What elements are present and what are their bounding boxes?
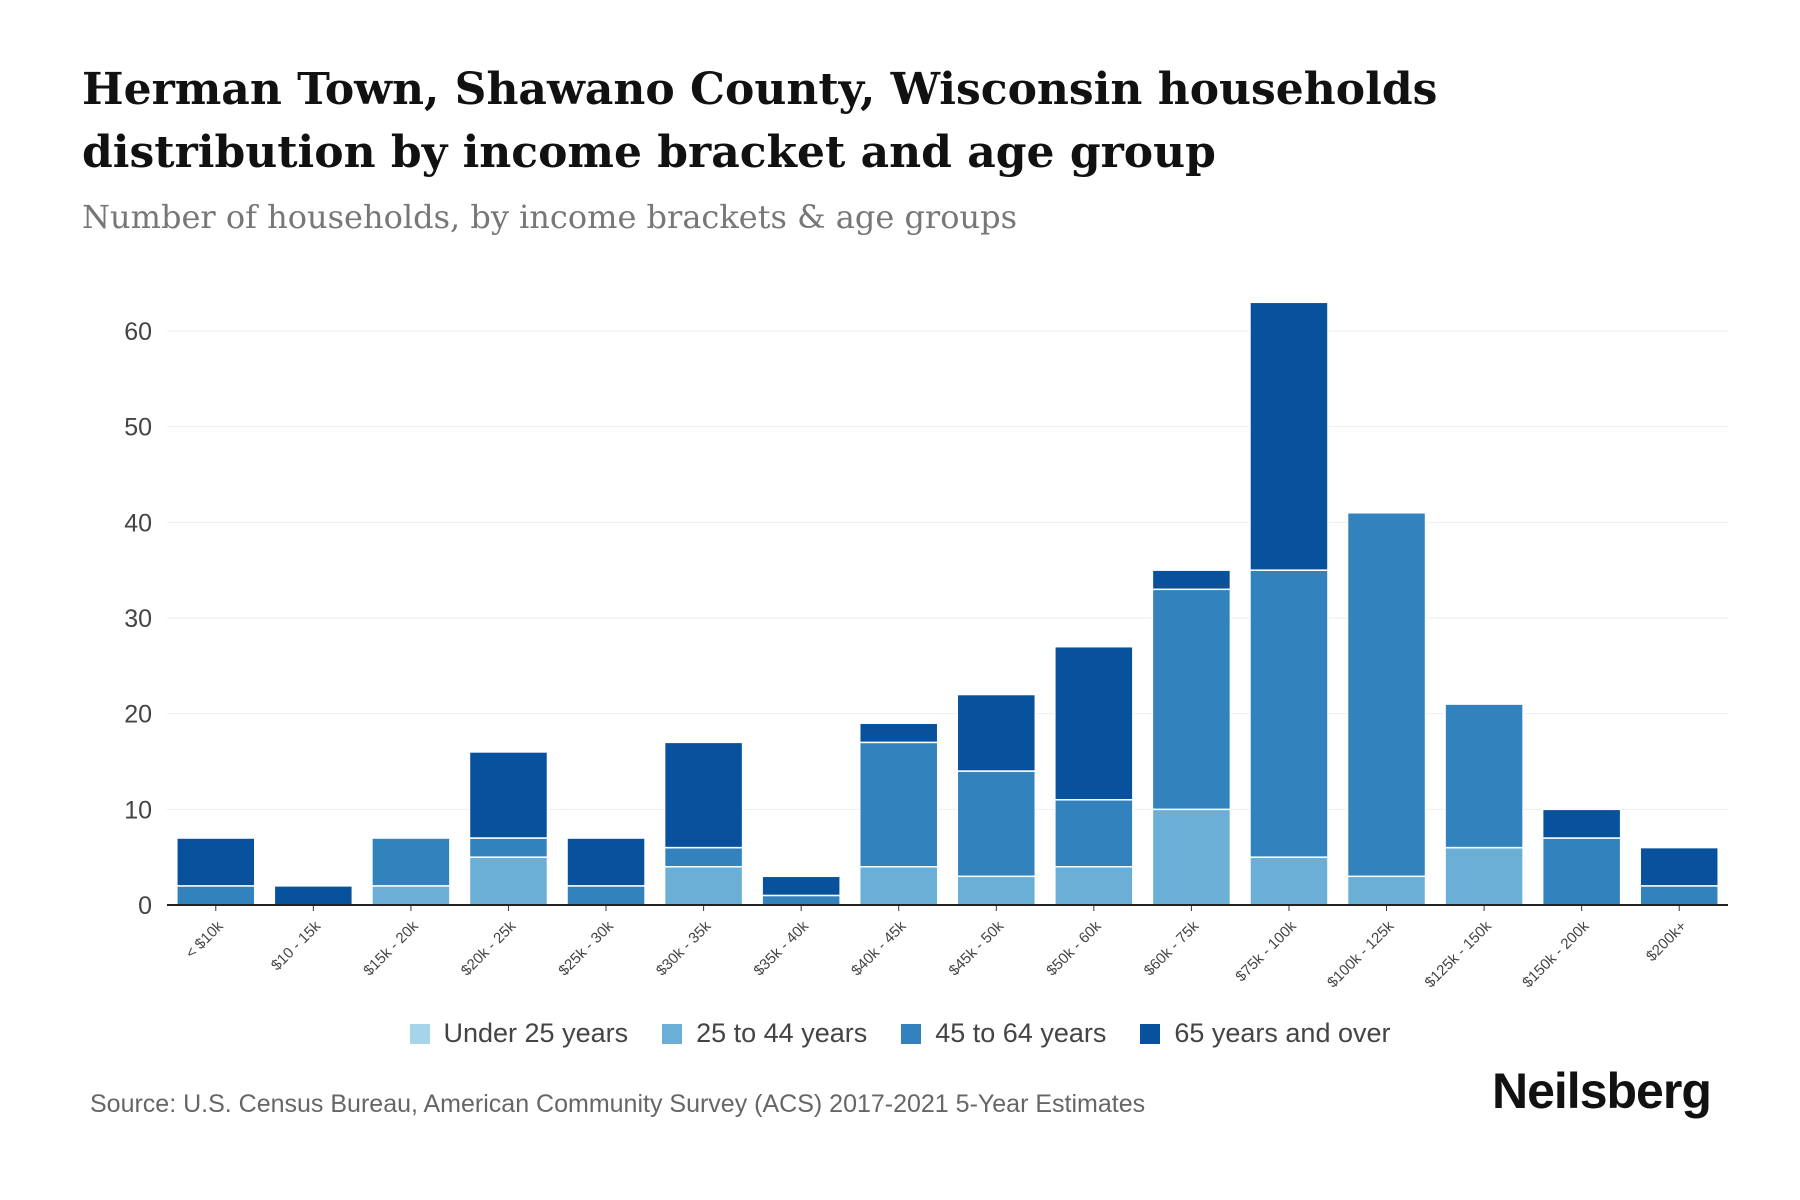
legend-label: 45 to 64 years <box>935 1018 1107 1048</box>
bar-segment <box>1346 512 1427 878</box>
x-tick-label: $20k - 25k <box>458 917 520 979</box>
legend-label: 65 years and over <box>1174 1018 1391 1048</box>
x-tick-label: $125k - 150k <box>1422 917 1496 991</box>
bar-segment <box>566 837 646 887</box>
legend-item: 25 to 44 years <box>662 1018 867 1049</box>
legend-label: Under 25 years <box>443 1018 629 1048</box>
legend-item: 45 to 64 years <box>901 1018 1106 1049</box>
legend-item: 65 years and over <box>1140 1018 1391 1049</box>
bar-segment <box>468 856 549 906</box>
x-tick-label: $100k - 125k <box>1324 917 1398 991</box>
legend-swatch <box>901 1023 922 1044</box>
x-tick-label: $45k - 50k <box>946 917 1008 979</box>
bar-segment <box>858 865 939 906</box>
bar-segment <box>858 741 939 868</box>
y-tick-label: 30 <box>124 605 152 633</box>
stacked-bar-chart: 0 10 20 30 40 50 60 < $10k $10 - 15k $15k - 20k $2… <box>124 301 1728 991</box>
legend-swatch <box>1140 1023 1161 1044</box>
x-tick-label: < $10k <box>182 917 227 962</box>
bar-segment <box>371 885 451 906</box>
bar-segment <box>1249 856 1329 906</box>
bar-segment <box>663 846 744 868</box>
bar-segment <box>1151 588 1232 811</box>
bar-segment <box>761 875 841 897</box>
bar-segment <box>1346 875 1427 906</box>
legend: Under 25 years 25 to 44 years 45 to 64 yea… <box>0 1018 1800 1049</box>
bar-segment <box>858 722 939 744</box>
y-tick-label: 10 <box>124 796 152 824</box>
bar-segment <box>663 865 744 906</box>
bar-segment <box>176 837 256 887</box>
bar-segment <box>1249 301 1329 571</box>
bar-segment <box>956 770 1037 878</box>
x-tick-label: $40k - 45k <box>848 917 910 979</box>
x-tick-label: $75k - 100k <box>1232 917 1300 985</box>
bar-segment <box>663 741 744 849</box>
bar-segment <box>1054 865 1134 906</box>
legend-label: 25 to 44 years <box>696 1018 868 1048</box>
legend-item: Under 25 years <box>409 1018 629 1049</box>
y-tick-label: 50 <box>124 414 152 442</box>
bar-segment <box>1639 885 1719 906</box>
bar-segment <box>956 693 1037 772</box>
y-tick-label: 40 <box>124 509 152 537</box>
chart-subtitle: Number of households, by income brackets… <box>82 198 1017 236</box>
bar-segment <box>1054 799 1134 868</box>
x-tick-label: $60k - 75k <box>1141 917 1203 979</box>
bar-segment <box>566 885 646 906</box>
x-tick-label: $200k+ <box>1643 918 1690 965</box>
legend-swatch <box>662 1023 683 1044</box>
x-tick-label: $30k - 35k <box>653 917 715 979</box>
bar-segment <box>468 751 549 839</box>
chart-title: Herman Town, Shawano County, Wisconsin h… <box>82 64 1438 178</box>
bar-segment <box>1151 808 1232 906</box>
bar-segment <box>371 837 451 887</box>
x-tick-label: $35k - 40k <box>750 917 812 979</box>
bar-segment <box>956 875 1037 906</box>
bar-segment <box>1639 846 1719 887</box>
x-tick-label: $25k - 30k <box>555 917 617 979</box>
x-tick-label: $150k - 200k <box>1519 917 1593 991</box>
bar-segment <box>1541 808 1622 839</box>
bar-segment <box>1249 569 1329 858</box>
bar-segment <box>468 837 549 858</box>
bar-segment <box>1444 846 1524 906</box>
y-tick-label: 0 <box>138 892 152 920</box>
source-note: Source: U.S. Census Bureau, American Com… <box>90 1090 1146 1118</box>
y-tick-label: 60 <box>124 318 152 346</box>
bar-segment <box>761 894 841 906</box>
y-tick-label: 20 <box>124 701 152 729</box>
x-tick-label: $15k - 20k <box>360 917 422 979</box>
bar-segment <box>1541 837 1622 906</box>
legend-swatch <box>409 1023 430 1044</box>
bar-segment <box>1054 645 1134 801</box>
bar-segment <box>1444 703 1524 849</box>
bar-segment <box>273 885 354 906</box>
neilsberg-logo: Neilsberg <box>1492 1063 1712 1119</box>
x-tick-label: $50k - 60k <box>1043 917 1105 979</box>
bar-segment <box>176 885 256 906</box>
x-tick-label: $10 - 15k <box>268 917 325 974</box>
bar-segment <box>1151 569 1232 591</box>
